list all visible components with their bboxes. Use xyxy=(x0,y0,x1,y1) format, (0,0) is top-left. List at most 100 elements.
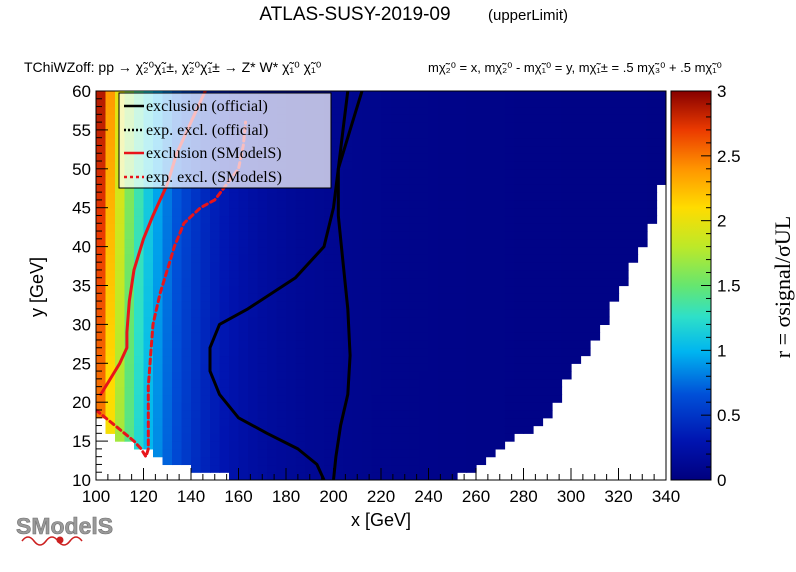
heatmap-cell xyxy=(466,409,477,419)
heatmap-cell xyxy=(181,301,192,310)
heatmap-cell xyxy=(162,324,173,333)
heatmap-cell xyxy=(172,324,183,333)
heatmap-cell xyxy=(647,98,658,108)
heatmap-cell xyxy=(172,308,183,318)
heatmap-cell xyxy=(172,433,183,442)
heatmap-cell xyxy=(523,106,534,115)
heatmap-cell xyxy=(352,425,363,434)
heatmap-cell xyxy=(248,472,259,480)
heatmap-cell xyxy=(466,262,477,271)
heatmap-cell xyxy=(400,301,411,310)
heatmap-cell xyxy=(599,231,610,240)
heatmap-cell xyxy=(466,207,477,217)
heatmap-cell xyxy=(609,129,620,139)
heatmap-cell xyxy=(257,192,268,201)
heatmap-cell xyxy=(495,301,506,310)
heatmap-cell xyxy=(210,301,221,310)
heatmap-cell xyxy=(552,106,563,115)
heatmap-cell xyxy=(276,277,287,287)
heatmap-cell xyxy=(599,301,610,310)
heatmap-cell xyxy=(552,316,563,325)
heatmap-cell xyxy=(495,324,506,333)
heatmap-cell xyxy=(172,347,183,357)
heatmap-cell xyxy=(514,137,525,147)
heatmap-cell xyxy=(314,207,325,217)
heatmap-cell xyxy=(504,176,515,185)
heatmap-cell xyxy=(371,223,382,232)
legend-label: exclusion (official) xyxy=(146,98,268,115)
heatmap-cell xyxy=(276,378,287,388)
heatmap-cell xyxy=(257,441,268,450)
heatmap-cell xyxy=(238,472,249,480)
heatmap-cell xyxy=(371,285,382,294)
heatmap-cell xyxy=(362,262,373,271)
heatmap-cell xyxy=(371,161,382,170)
heatmap-cell xyxy=(637,238,648,248)
heatmap-cell xyxy=(466,137,477,147)
heatmap-cell xyxy=(105,425,116,434)
heatmap-cell xyxy=(115,254,126,263)
heatmap-cell xyxy=(571,207,582,217)
heatmap-cell xyxy=(419,448,430,458)
heatmap-cell xyxy=(599,168,610,178)
heatmap-cell xyxy=(210,246,221,255)
heatmap-cell xyxy=(191,246,202,255)
heatmap-cell xyxy=(504,269,515,279)
heatmap-cell xyxy=(248,269,259,279)
heatmap-cell xyxy=(533,285,544,294)
heatmap-cell xyxy=(476,371,487,380)
heatmap-cell xyxy=(115,308,126,318)
heatmap-cell xyxy=(552,394,563,403)
heatmap-cell xyxy=(153,371,164,380)
heatmap-cell xyxy=(248,464,259,473)
heatmap-cell xyxy=(504,168,515,178)
heatmap-cell xyxy=(542,246,553,255)
heatmap-cell xyxy=(162,417,173,427)
heatmap-cell xyxy=(552,223,563,232)
heatmap-cell xyxy=(409,394,420,403)
heatmap-cell xyxy=(210,324,221,333)
heatmap-cell xyxy=(457,254,468,263)
heatmap-cell xyxy=(504,223,515,232)
heatmap-cell xyxy=(324,254,335,263)
heatmap-cell xyxy=(476,293,487,302)
heatmap-cell xyxy=(191,441,202,450)
heatmap-cell xyxy=(124,409,135,419)
heatmap-cell xyxy=(400,199,411,209)
heatmap-cell xyxy=(447,417,458,427)
heatmap-cell xyxy=(533,246,544,255)
heatmap-cell xyxy=(191,192,202,201)
heatmap-cell xyxy=(438,409,449,419)
heatmap-cell xyxy=(428,339,439,349)
heatmap-cell xyxy=(162,231,173,240)
heatmap-cell xyxy=(105,293,116,302)
heatmap-cell xyxy=(466,231,477,240)
heatmap-cell xyxy=(476,316,487,325)
heatmap-cell xyxy=(438,207,449,217)
heatmap-cell xyxy=(219,464,230,473)
heatmap-cell xyxy=(257,363,268,372)
heatmap-cell xyxy=(191,378,202,388)
heatmap-cell xyxy=(476,332,487,341)
plot-area: 100 120 140 160 180 200 220 240 260 280 300 320 340 … xyxy=(72,82,680,506)
heatmap-cell xyxy=(371,137,382,147)
heatmap-cell xyxy=(96,223,107,232)
heatmap-cell xyxy=(191,464,202,473)
heatmap-cell xyxy=(324,332,335,341)
heatmap-cell xyxy=(428,192,439,201)
heatmap-cell xyxy=(419,91,430,100)
heatmap-cell xyxy=(466,269,477,279)
heatmap-cell xyxy=(419,129,430,139)
heatmap-cell xyxy=(371,371,382,380)
heatmap-cell xyxy=(115,394,126,403)
heatmap-cell xyxy=(590,277,601,287)
heatmap-cell xyxy=(191,355,202,364)
heatmap-cell xyxy=(362,122,373,131)
heatmap-cell xyxy=(428,161,439,170)
heatmap-cell xyxy=(286,324,297,333)
heatmap-cell xyxy=(324,207,335,217)
heatmap-cell xyxy=(533,238,544,248)
heatmap-cell xyxy=(409,91,420,100)
heatmap-cell xyxy=(533,184,544,193)
heatmap-cell xyxy=(172,262,183,271)
